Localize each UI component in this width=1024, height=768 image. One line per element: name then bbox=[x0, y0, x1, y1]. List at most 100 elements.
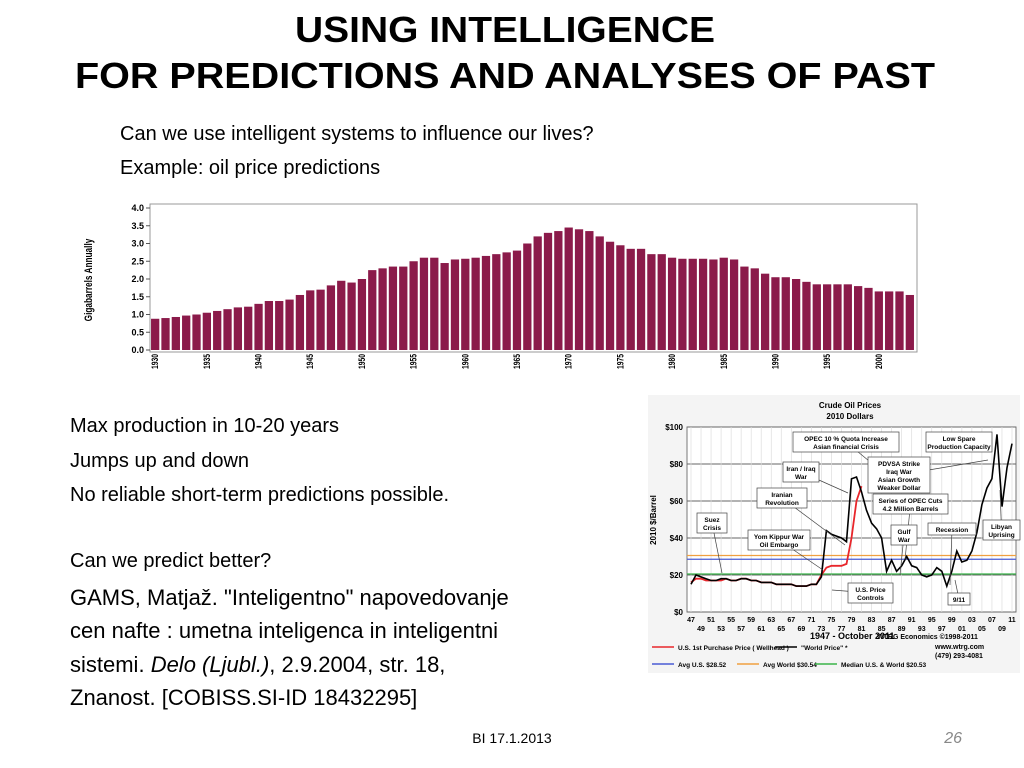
annotation-text: Production Capacity bbox=[927, 444, 991, 451]
x-tick-label: 53 bbox=[717, 626, 725, 633]
credit: www.wtrg.com bbox=[934, 644, 984, 651]
bar bbox=[605, 241, 615, 350]
annotation-text: PDVSA Strike bbox=[878, 461, 920, 468]
x-tick-label: 47 bbox=[687, 617, 695, 624]
legend-label: U.S. 1st Purchase Price ( Wellhead ) bbox=[678, 645, 789, 652]
bar bbox=[574, 229, 584, 350]
bar bbox=[874, 291, 883, 350]
bar bbox=[275, 301, 284, 350]
x-tick-label: 69 bbox=[797, 626, 805, 633]
bar bbox=[161, 318, 170, 350]
bar bbox=[171, 316, 180, 350]
x-tick-label: 1945 bbox=[305, 354, 315, 369]
annotation-box bbox=[756, 487, 808, 509]
x-tick-label: 1975 bbox=[615, 354, 625, 369]
annotation-box bbox=[927, 522, 977, 536]
annotation-text: Low Spare bbox=[943, 436, 976, 443]
bar bbox=[719, 257, 728, 350]
annotation-text: 9/11 bbox=[953, 597, 966, 604]
y-tick-label: 2.5 bbox=[131, 256, 144, 266]
y-tick-label: 0.5 bbox=[131, 327, 144, 337]
y-tick-label: 1.5 bbox=[131, 292, 144, 302]
bar bbox=[595, 236, 604, 350]
bar bbox=[419, 257, 429, 350]
annotation-box bbox=[982, 519, 1021, 541]
bar bbox=[440, 263, 449, 350]
y-tick-label: $20 bbox=[670, 571, 684, 580]
x-tick-label: 1930 bbox=[150, 354, 160, 369]
x-tick-label: 51 bbox=[707, 617, 715, 624]
annotation-text: War bbox=[795, 474, 808, 481]
annotation-text: Series of OPEC Cuts bbox=[879, 498, 943, 505]
bar bbox=[151, 318, 160, 350]
bar bbox=[388, 266, 398, 350]
citation-line: cen nafte : umetna inteligenca in inteli… bbox=[70, 618, 498, 643]
y-axis-label: Gigabarrels Annually bbox=[83, 238, 95, 321]
bar bbox=[740, 266, 749, 350]
bar bbox=[223, 309, 232, 350]
bar bbox=[626, 248, 635, 350]
bar bbox=[698, 258, 708, 350]
annotation-box bbox=[696, 512, 728, 534]
bar bbox=[295, 294, 305, 350]
annotation-box bbox=[947, 592, 971, 606]
x-tick-label: 73 bbox=[818, 626, 826, 633]
x-tick-label: 05 bbox=[978, 626, 986, 633]
bar bbox=[368, 270, 377, 350]
x-tick-label: 99 bbox=[948, 617, 956, 624]
y-axis-label: 2010 $/Barrel bbox=[649, 495, 658, 545]
credit: 1947 - October 2011 bbox=[810, 631, 895, 641]
annotation-text: Uprising bbox=[988, 532, 1014, 539]
footer-date: BI 17.1.2013 bbox=[472, 730, 552, 746]
bar bbox=[760, 273, 770, 350]
annotation-box bbox=[872, 493, 949, 515]
bar bbox=[678, 258, 687, 350]
bar bbox=[182, 315, 191, 350]
bar bbox=[771, 277, 780, 350]
bar bbox=[843, 284, 852, 350]
legend-label: Median U.S. & World $20.53 bbox=[841, 662, 927, 669]
annotation-text: Iranian bbox=[771, 492, 792, 499]
x-tick-label: 03 bbox=[968, 617, 976, 624]
bar bbox=[802, 281, 811, 350]
bar bbox=[523, 243, 532, 350]
bar bbox=[781, 277, 790, 350]
x-tick-label: 65 bbox=[777, 626, 785, 633]
bar bbox=[430, 257, 439, 350]
annotation-text: Weaker Dollar bbox=[877, 485, 921, 492]
point: Max production in 10-20 years bbox=[70, 415, 339, 437]
bar bbox=[791, 279, 801, 350]
bar bbox=[667, 257, 677, 350]
bar bbox=[481, 255, 491, 350]
x-tick-label: 91 bbox=[908, 617, 916, 624]
bar bbox=[399, 266, 408, 350]
point: No reliable short-term predictions possi… bbox=[70, 484, 449, 506]
annotation-text: 4.2 Million Barrels bbox=[883, 506, 939, 513]
x-tick-label: 49 bbox=[697, 626, 705, 633]
bar bbox=[244, 306, 253, 350]
bar bbox=[585, 231, 594, 350]
bar bbox=[543, 232, 553, 350]
bar bbox=[709, 259, 718, 350]
citation-part: sistemi. bbox=[70, 652, 151, 677]
bar bbox=[192, 314, 201, 350]
bar bbox=[409, 261, 418, 350]
annotation-text: Gulf bbox=[898, 529, 912, 536]
annotation-arrow bbox=[949, 528, 953, 586]
x-tick-label: 71 bbox=[807, 617, 815, 624]
x-tick-label: 01 bbox=[958, 626, 966, 633]
legend-label: Avg U.S. $28.52 bbox=[678, 662, 727, 669]
annotation-box bbox=[792, 431, 900, 453]
x-tick-label: 07 bbox=[988, 617, 996, 624]
annotation-text: Revolution bbox=[765, 500, 799, 507]
x-tick-label: 75 bbox=[828, 617, 836, 624]
x-tick-label: 2000 bbox=[874, 354, 884, 369]
bar bbox=[647, 254, 656, 350]
bar bbox=[812, 284, 821, 350]
x-tick-label: 1960 bbox=[460, 354, 470, 369]
y-tick-label: $40 bbox=[670, 534, 684, 543]
x-tick-label: 1965 bbox=[512, 354, 522, 369]
annotation-text: Iran / Iraq bbox=[786, 466, 815, 473]
annotation-text: Crisis bbox=[703, 525, 721, 532]
x-tick-label: 1985 bbox=[719, 354, 729, 369]
